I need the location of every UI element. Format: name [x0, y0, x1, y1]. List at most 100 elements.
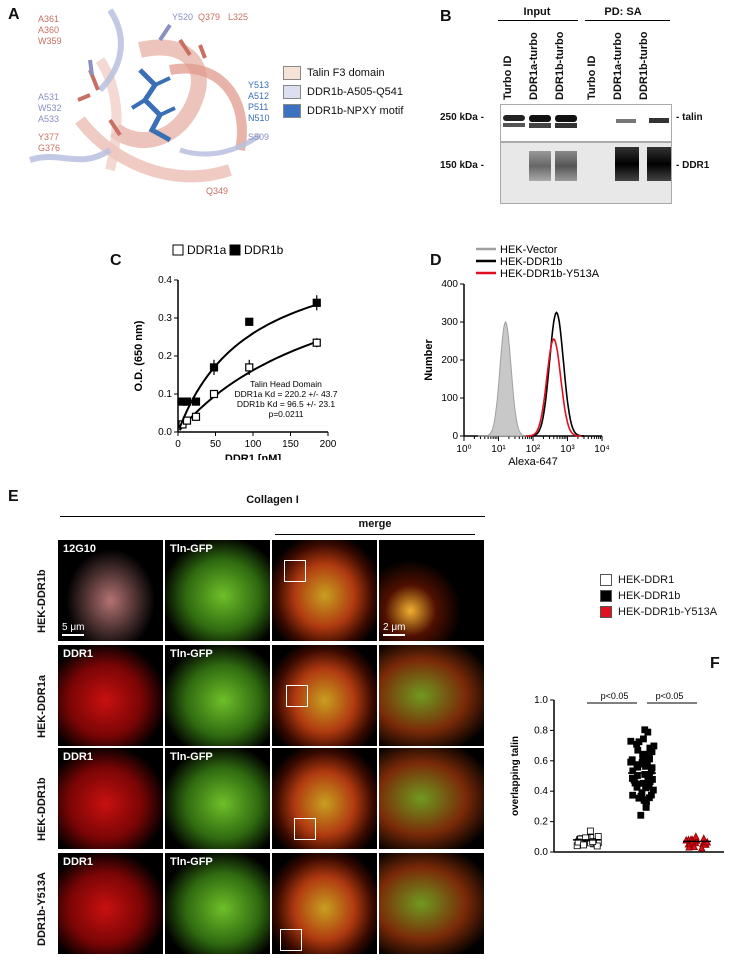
legend-label: DDR1b: [244, 243, 284, 257]
panel-label-a: A: [8, 6, 20, 23]
data-point: [642, 762, 649, 770]
micrograph: 12G10 5 μm: [58, 540, 163, 641]
micrograph: [272, 645, 377, 746]
data-point: [630, 776, 638, 784]
legend-label: DDR1b-A505-Q541: [307, 86, 403, 98]
zoom-box: [294, 818, 316, 840]
overlap-chart: 0.00.20.40.60.81.0fraction of DDR1overla…: [498, 691, 724, 858]
residue-label: Q379: [198, 12, 220, 22]
panel-f-legend: HEK-DDR1 HEK-DDR1b HEK-DDR1b-Y513A: [600, 574, 717, 622]
residue-label: Q349: [206, 186, 228, 196]
y-tick-label: 0.0: [534, 847, 548, 858]
zoom-box: [286, 685, 308, 707]
data-point: [182, 397, 192, 406]
legend-label: DDR1b-NPXY motif: [307, 105, 404, 117]
y-tick-label: 0.6: [534, 756, 548, 767]
data-point: [629, 767, 637, 775]
y-tick-label: 0.1: [158, 389, 172, 400]
y-axis-label: O.D. (650 nm): [133, 320, 145, 391]
x-tick-label: 10⁰: [456, 444, 471, 455]
x-tick-label: 200: [320, 439, 337, 450]
legend-label: HEK-DDR1: [618, 574, 675, 586]
data-point: [627, 758, 635, 766]
data-point: [634, 763, 642, 771]
y-tick-label: 0.2: [158, 351, 172, 362]
data-point: [692, 832, 700, 840]
row-label: HEK-DDR1b: [36, 569, 48, 633]
collagen-header: Collagen I: [246, 494, 299, 506]
group-pd: PD: SA: [604, 6, 642, 18]
lane-label: Turbo ID: [586, 55, 598, 100]
residue-label: A533: [38, 114, 59, 124]
y-axis-label: overlapping talin: [510, 736, 521, 816]
data-point: [646, 778, 654, 785]
x-axis-label: DDR1 [nM]: [225, 453, 282, 460]
binding-chart: 0.0 0.1 0.2 0.3 0.4 0 50 100 150 200 DDR1 [nM] O.D.…: [133, 243, 338, 465]
mw-150: 150 kDa -: [440, 160, 484, 171]
legend-label: HEK-DDR1b: [618, 590, 681, 602]
residue-label: A360: [38, 25, 59, 35]
micrograph: Tln-GFP: [165, 748, 270, 849]
data-point: [627, 737, 635, 745]
data-point: [312, 338, 321, 347]
legend-item: HEK-DDR1: [600, 574, 717, 586]
y-tick-label: 100: [441, 393, 458, 404]
x-tick-label: 10³: [560, 444, 575, 455]
legend-item: HEK-DDR1b-Y513A: [600, 606, 717, 618]
channel-label: Tln-GFP: [170, 543, 213, 555]
data-point: [699, 834, 708, 842]
micrograph: [272, 748, 377, 849]
band-ddr1: - DDR1: [676, 160, 710, 171]
panel-label-b: B: [440, 8, 452, 25]
legend-label: Talin F3 domain: [307, 67, 385, 79]
data-point: [697, 843, 706, 852]
micrograph: [379, 748, 484, 849]
panel-label-e: E: [8, 488, 19, 505]
x-tick-label: 10⁴: [594, 444, 609, 455]
kd-annotation: p=0.0211: [268, 409, 303, 419]
y-tick-label: 0.4: [534, 786, 548, 797]
y-tick-label: 0: [452, 431, 458, 442]
data-point: [642, 798, 650, 806]
data-point: [593, 842, 601, 850]
data-point: [312, 298, 321, 307]
lane-label: DDR1b-turbo: [638, 31, 650, 100]
mw-250: 250 kDa -: [440, 112, 484, 123]
x-tick-label: 100: [245, 439, 262, 450]
data-point: [191, 397, 201, 406]
band-talin: - talin: [676, 112, 703, 123]
micrograph: Tln-GFP: [165, 645, 270, 746]
lane-label: DDR1a-turbo: [612, 32, 624, 100]
legend-item: HEK-DDR1b: [600, 590, 717, 602]
data-point: [637, 811, 645, 819]
y-tick-label: 1.0: [534, 695, 548, 706]
histogram-series: [528, 311, 585, 437]
data-point: [635, 794, 643, 802]
histogram-series: [526, 337, 582, 437]
y-tick-label: 0.3: [158, 313, 172, 324]
legend-item: Talin F3 domain: [283, 66, 403, 80]
data-point: [586, 827, 594, 835]
y-tick-label: 0.4: [158, 275, 172, 286]
panel-a-structure: A361 A360 W359 Y520 Q379 L325 Y513 A512 P511 N510…: [20, 0, 280, 220]
sig-label: p<0.05: [656, 691, 684, 701]
data-point: [582, 834, 589, 842]
panel-d-chart: 0 100 200 300 400 10⁰ 10¹ 10² 10³ 10⁴ Alexa-647 Num…: [420, 240, 610, 470]
data-point: [580, 841, 587, 849]
micrograph: 2 μm: [379, 540, 484, 641]
legend-swatch: [283, 66, 301, 80]
legend-label: DDR1a: [187, 243, 227, 257]
panel-e-header: Collagen I: [60, 494, 485, 517]
legend-marker: [229, 244, 241, 256]
panel-label-f: F: [710, 655, 720, 672]
lane-label: Turbo ID: [502, 55, 514, 100]
blot-ddr1: [500, 142, 672, 204]
panel-a-legend: Talin F3 domain DDR1b-A505-Q541 DDR1b-NP…: [283, 66, 403, 118]
y-axis-label: Number: [423, 339, 435, 381]
scale-bar: 5 μm: [62, 622, 84, 636]
data-point: [639, 750, 647, 758]
residue-label: W532: [38, 103, 62, 113]
data-point: [245, 363, 254, 372]
legend-label: HEK-DDR1b: [500, 256, 562, 268]
